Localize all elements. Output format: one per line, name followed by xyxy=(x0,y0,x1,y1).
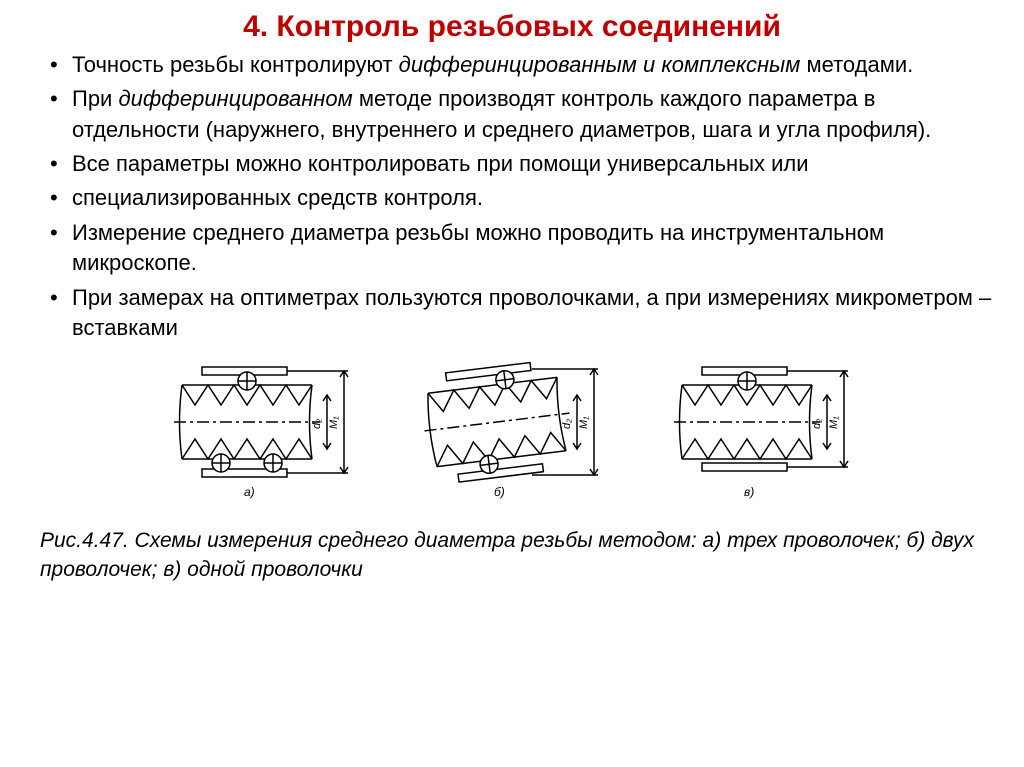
label-m: M₁ xyxy=(828,416,840,429)
text: Все параметры можно контролировать при п… xyxy=(72,151,809,176)
label-d2: d₂ xyxy=(561,418,573,429)
label-m: M₁ xyxy=(328,416,340,429)
text: Точность резьбы контролируют xyxy=(72,52,399,77)
figure-label-b: б) xyxy=(494,485,505,499)
bullet-list: Точность резьбы контролируют дифферинцир… xyxy=(30,50,994,343)
label-d2: d₂ xyxy=(311,418,323,429)
figure-row: d₂ M₁ а) xyxy=(30,361,994,501)
figure-label-c: в) xyxy=(744,485,754,499)
label-m: M₁ xyxy=(578,416,590,429)
text: При замерах на оптиметрах пользуются про… xyxy=(72,285,991,340)
text-italic: дифферинцированным и комплексным xyxy=(399,52,801,77)
bullet-item: При замерах на оптиметрах пользуются про… xyxy=(50,283,994,344)
bullet-item: специализированных средств контроля. xyxy=(50,183,994,213)
text: Измерение среднего диаметра резьбы можно… xyxy=(72,220,884,275)
figure-c: d₂ M₁ в) xyxy=(662,361,862,501)
figure-caption: Рис.4.47. Схемы измерения среднего диаме… xyxy=(30,527,994,584)
text: специализированных средств контроля. xyxy=(72,185,483,210)
bullet-item: Все параметры можно контролировать при п… xyxy=(50,149,994,179)
figure-label-a: а) xyxy=(244,485,255,499)
text: методами. xyxy=(800,52,913,77)
text: При xyxy=(72,86,118,111)
figure-b: d₂ M₁ б) xyxy=(412,361,612,501)
bullet-item: Точность резьбы контролируют дифферинцир… xyxy=(50,50,994,80)
bullet-item: Измерение среднего диаметра резьбы можно… xyxy=(50,218,994,279)
bullet-item: При дифферинцированном методе производят… xyxy=(50,84,994,145)
text-italic: дифферинцированном xyxy=(118,86,352,111)
label-d2: d₂ xyxy=(811,418,823,429)
page-title: 4. Контроль резьбовых соединений xyxy=(30,10,994,44)
figure-a: d₂ M₁ а) xyxy=(162,361,362,501)
